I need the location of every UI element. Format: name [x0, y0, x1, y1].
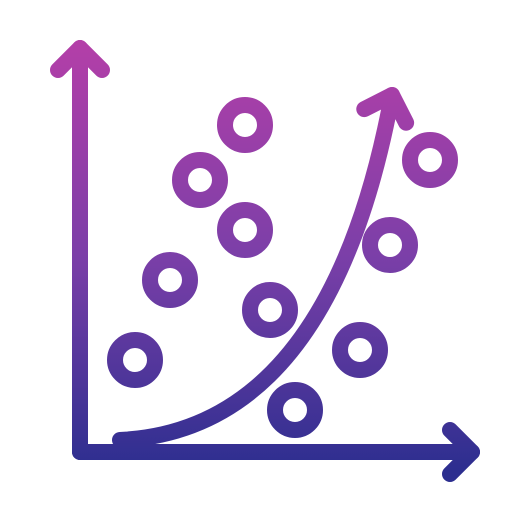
- scatter-point: [370, 225, 410, 265]
- scatter-point: [225, 210, 265, 250]
- scatter-point: [340, 330, 380, 370]
- scatter-point: [115, 340, 155, 380]
- scatter-chart-icon: [0, 0, 512, 512]
- scatter-point: [180, 160, 220, 200]
- scatter-point: [150, 260, 190, 300]
- scatter-point: [250, 290, 290, 330]
- scatter-point: [275, 390, 315, 430]
- scatter-point: [410, 140, 450, 180]
- scatter-points: [115, 105, 450, 430]
- scatter-point: [225, 105, 265, 145]
